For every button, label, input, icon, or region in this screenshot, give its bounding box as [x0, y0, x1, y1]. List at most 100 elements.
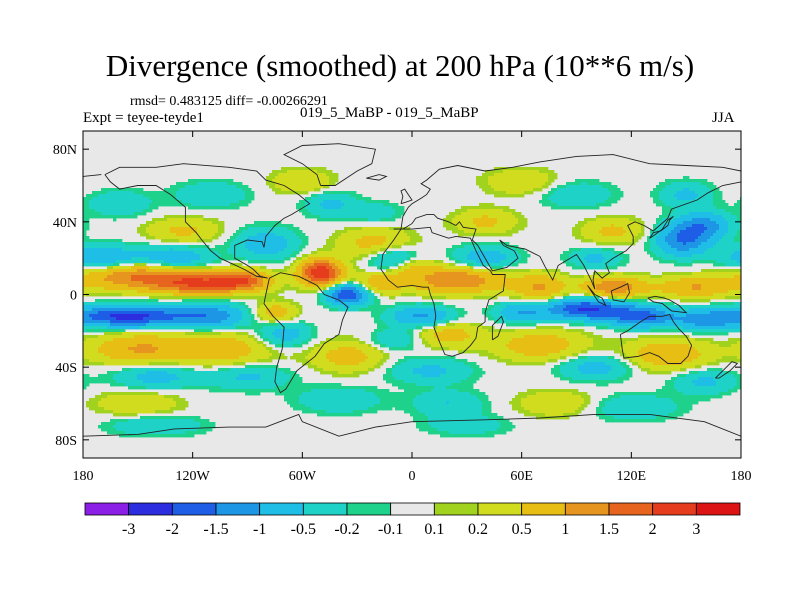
field-cell: [266, 248, 270, 252]
field-cell: [161, 263, 165, 267]
field-cell: [476, 245, 480, 249]
field-cell: [260, 221, 264, 225]
field-cell: [89, 239, 93, 243]
field-cell: [101, 242, 105, 246]
field-cell: [356, 245, 360, 249]
field-cell: [485, 248, 489, 252]
field-cell: [500, 251, 504, 255]
field-cell: [623, 254, 627, 258]
field-cell: [596, 191, 600, 195]
field-cell: [689, 230, 693, 234]
field-cell: [668, 191, 672, 195]
field-cell: [260, 266, 264, 270]
field-cell: [470, 221, 474, 225]
field-cell: [194, 245, 198, 249]
field-cell: [194, 254, 198, 258]
field-cell: [725, 230, 729, 234]
field-cell: [617, 230, 621, 234]
field-cell: [182, 245, 186, 249]
field-cell: [455, 245, 459, 249]
field-cell: [299, 230, 303, 234]
field-cell: [479, 212, 483, 216]
field-cell: [122, 191, 126, 195]
field-cell: [566, 191, 570, 195]
field-cell: [485, 212, 489, 216]
field-cell: [512, 218, 516, 222]
field-cell: [227, 275, 231, 279]
field-cell: [656, 245, 660, 249]
field-cell: [710, 260, 714, 264]
field-cell: [590, 200, 594, 204]
field-cell: [491, 272, 495, 276]
field-cell: [686, 260, 690, 264]
field-cell: [239, 230, 243, 234]
field-cell: [167, 188, 171, 192]
field-cell: [371, 239, 375, 243]
field-cell: [593, 266, 597, 270]
field-cell: [188, 218, 192, 222]
field-cell: [560, 257, 564, 261]
field-cell: [344, 239, 348, 243]
field-cell: [137, 275, 141, 279]
field-cell: [191, 260, 195, 264]
field-cell: [659, 203, 663, 207]
field-cell: [101, 212, 105, 216]
field-cell: [473, 269, 477, 273]
field-cell: [284, 257, 288, 261]
field-cell: [185, 224, 189, 228]
field-cell: [689, 221, 693, 225]
field-cell: [521, 260, 525, 264]
field-cell: [221, 278, 225, 282]
field-cell: [695, 212, 699, 216]
field-cell: [503, 230, 507, 234]
field-cell: [473, 263, 477, 267]
field-cell: [371, 215, 375, 219]
field-cell: [227, 191, 231, 195]
field-cell: [653, 251, 657, 255]
field-cell: [107, 191, 111, 195]
field-cell: [386, 251, 390, 255]
field-cell: [710, 236, 714, 240]
field-cell: [683, 242, 687, 246]
field-cell: [107, 248, 111, 252]
field-cell: [635, 275, 639, 279]
field-cell: [299, 269, 303, 273]
field-cell: [497, 248, 501, 252]
field-cell: [614, 233, 618, 237]
field-cell: [671, 254, 675, 258]
field-cell: [170, 227, 174, 231]
field-cell: [347, 275, 351, 279]
field-cell: [203, 236, 207, 240]
field-cell: [212, 248, 216, 252]
field-cell: [272, 233, 276, 237]
field-cell: [296, 191, 300, 195]
field-cell: [95, 242, 99, 246]
field-cell: [353, 209, 357, 213]
field-cell: [242, 236, 246, 240]
field-cell: [692, 227, 696, 231]
field-cell: [203, 194, 207, 198]
field-cell: [89, 263, 93, 267]
field-cell: [272, 269, 276, 273]
field-cell: [194, 221, 198, 225]
field-cell: [98, 197, 102, 201]
field-cell: [491, 224, 495, 228]
field-cell: [485, 233, 489, 237]
field-cell: [611, 221, 615, 225]
field-cell: [149, 266, 153, 270]
field-cell: [308, 257, 312, 261]
field-cell: [659, 242, 663, 246]
field-cell: [518, 182, 522, 186]
field-cell: [722, 257, 726, 261]
field-cell: [368, 236, 372, 240]
field-cell: [158, 218, 162, 222]
field-cell: [350, 203, 354, 207]
field-cell: [530, 272, 534, 276]
field-cell: [713, 254, 717, 258]
field-cell: [503, 218, 507, 222]
field-cell: [692, 272, 696, 276]
field-cell: [374, 272, 378, 276]
field-cell: [335, 266, 339, 270]
field-cell: [389, 275, 393, 279]
field-cell: [461, 254, 465, 258]
